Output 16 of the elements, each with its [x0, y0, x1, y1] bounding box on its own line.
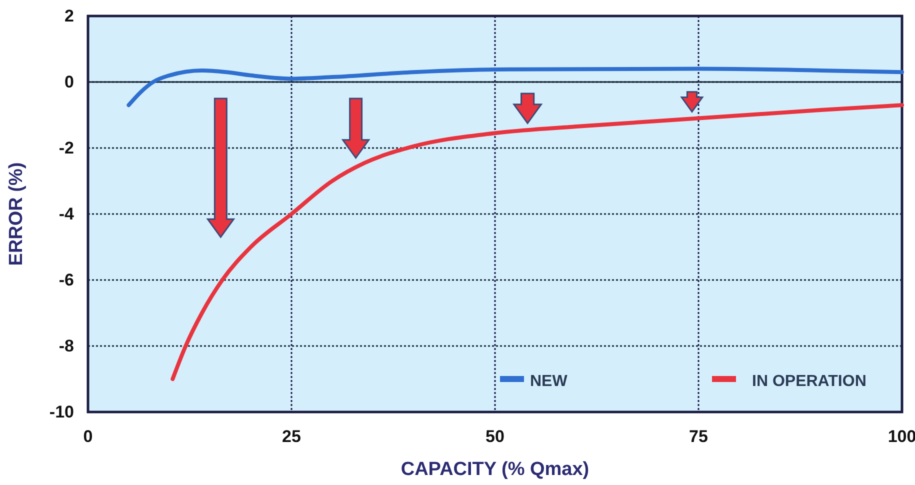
x-tick-label: 0	[83, 427, 93, 446]
y-tick-label: -8	[58, 336, 74, 356]
x-tick-label: 75	[689, 427, 708, 446]
y-tick-label: -2	[58, 138, 74, 158]
y-tick-label: -6	[58, 270, 74, 290]
x-tick-label: 25	[282, 427, 301, 446]
line-series	[126, 66, 904, 108]
y-tick-label: 0	[64, 72, 74, 92]
y-axis-title: ERROR (%)	[6, 162, 27, 266]
legend-label: NEW	[530, 373, 568, 390]
x-axis-title: CAPACITY (% Qmax)	[400, 459, 590, 480]
y-tick-label: -4	[58, 204, 75, 224]
x-tick-label: 50	[486, 427, 504, 446]
legend-label: IN OPERATION	[752, 373, 866, 390]
y-tick-label: -10	[49, 402, 74, 422]
y-tick-label: 2	[64, 6, 74, 26]
